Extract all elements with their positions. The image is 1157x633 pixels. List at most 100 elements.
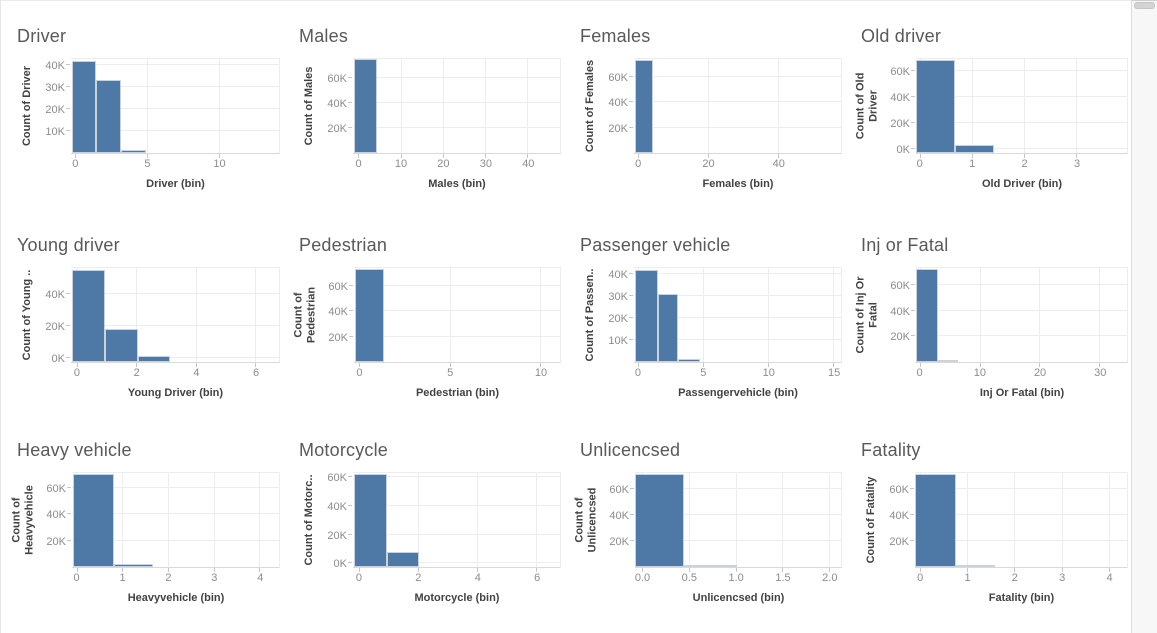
x-axis-title: Unlicencsed (bin) <box>692 592 785 604</box>
y-tick-mark <box>629 126 633 128</box>
gridline-vertical <box>768 268 770 362</box>
histogram-bar[interactable] <box>954 144 994 153</box>
histogram-bar[interactable] <box>937 360 959 362</box>
plot-area[interactable] <box>348 472 561 572</box>
plot-area[interactable] <box>911 58 1128 158</box>
x-tick-label: 4 <box>1106 572 1113 584</box>
gridline-vertical <box>735 473 737 567</box>
plot-area[interactable] <box>910 472 1128 572</box>
histogram-bar[interactable] <box>916 59 955 153</box>
x-tick-label: 0 <box>917 572 924 584</box>
y-tick-mark <box>629 294 633 296</box>
histogram-bar[interactable] <box>113 564 154 567</box>
gridline-horizontal <box>72 513 279 515</box>
y-axis-title: Count of Fatality <box>863 472 879 568</box>
plot-area[interactable] <box>629 267 842 367</box>
y-tick-label: 40K <box>327 501 347 514</box>
plot-area[interactable] <box>630 472 842 572</box>
gridline-horizontal <box>354 335 560 337</box>
chart-panel-fatality: Fatality Count of Fatality 20K 40K 60K 0 1 2 3 4 F… <box>845 420 1131 633</box>
gridline-vertical <box>449 268 451 362</box>
x-tick-label: 0 <box>635 158 642 170</box>
histogram-bar[interactable] <box>915 473 956 567</box>
x-tick-label: 3 <box>211 572 218 584</box>
plot-area[interactable] <box>349 267 561 367</box>
vertical-scrollbar[interactable] <box>1131 0 1157 633</box>
chart-body: Count of Inj Or Fatal 20K 40K 60K <box>845 267 1131 367</box>
y-tick-mark <box>66 85 70 87</box>
gridline-horizontal <box>72 539 279 541</box>
x-tick-mark <box>637 363 639 367</box>
y-tick-label: 20K <box>608 122 628 135</box>
x-tick-labels: 0 2 4 6 <box>71 363 280 380</box>
histogram-bar[interactable] <box>678 358 700 362</box>
chart-body: Count of Driver 10K 20K 30K 40K <box>1 58 283 158</box>
y-tick-mark <box>911 284 915 286</box>
x-tick-mark <box>76 363 78 367</box>
y-tick-mark <box>66 357 70 358</box>
histogram-bar[interactable] <box>387 551 420 567</box>
y-tick-label: 40K <box>45 289 65 301</box>
plot-area[interactable] <box>911 267 1128 367</box>
chart-body: Count of Old Driver 0K 20K 40K 60K <box>845 58 1131 158</box>
plot-area[interactable] <box>66 58 280 158</box>
y-axis-title-text: Count of Heavyvehicle <box>10 485 35 555</box>
gridline-horizontal <box>634 294 841 296</box>
gridline-vertical <box>259 473 261 567</box>
y-axis-title: Count of Driver <box>19 58 35 154</box>
x-tick-mark <box>76 568 78 572</box>
histogram-bar[interactable] <box>634 270 658 362</box>
y-tick-mark <box>66 293 70 294</box>
histogram-bar[interactable] <box>955 565 995 567</box>
histogram-bar[interactable] <box>353 473 388 567</box>
histogram-bar[interactable] <box>635 473 684 567</box>
plot-area[interactable] <box>348 58 561 158</box>
x-axis-title: Pedestrian (bin) <box>415 387 500 399</box>
x-tick-label: 4 <box>257 572 264 584</box>
chart-panel-passenger-vehicle: Passenger vehicle Count of Passen.. 10K 20K… <box>564 215 845 420</box>
x-tick-labels: 0.0 0.5 1.0 1.5 2.0 <box>635 568 842 585</box>
y-axis-title-text: Count of Pedestrian <box>292 286 317 344</box>
plot-area[interactable] <box>66 267 280 367</box>
y-tick-label: 20K <box>46 535 66 548</box>
scrollbar-thumb[interactable] <box>1134 2 1155 9</box>
gridline-horizontal <box>915 488 1127 490</box>
y-tick-mark <box>629 76 633 78</box>
plot-area[interactable] <box>629 58 842 158</box>
histogram-bar[interactable] <box>354 268 384 362</box>
histogram-bar[interactable] <box>72 61 96 153</box>
histogram-bar[interactable] <box>353 58 378 153</box>
y-tick-mark <box>910 488 914 490</box>
gridline-vertical <box>1076 59 1078 153</box>
plot-area[interactable] <box>67 472 280 572</box>
x-tick-label: 3 <box>1059 572 1066 584</box>
window-border-left <box>0 0 1 633</box>
y-tick-labels: 20K 40K 60K <box>599 472 635 568</box>
y-tick-label: 0K <box>51 353 65 365</box>
chart-title: Old driver <box>861 26 942 46</box>
gridline-vertical <box>702 268 704 362</box>
x-tick-label: 1.0 <box>728 572 744 584</box>
histogram-bar[interactable] <box>71 270 106 362</box>
histogram-bar[interactable] <box>683 565 738 567</box>
histogram-bar[interactable] <box>657 293 679 362</box>
histogram-bar[interactable] <box>105 329 138 362</box>
x-tick-label: 5 <box>144 158 151 170</box>
x-tick-label: 10 <box>762 367 775 379</box>
y-tick-label: 20K <box>608 312 628 325</box>
x-tick-label: 5 <box>447 367 454 379</box>
y-tick-labels: 0K 20K 40K 60K <box>317 472 353 570</box>
x-tick-mark <box>418 568 420 572</box>
x-tick-label: 30 <box>1094 367 1107 379</box>
histogram-bar[interactable] <box>916 268 938 362</box>
histogram-bar[interactable] <box>634 59 654 153</box>
histogram-bar[interactable] <box>95 80 121 153</box>
y-tick-label: 40K <box>608 97 628 110</box>
gridline-vertical <box>833 268 835 362</box>
histogram-bar[interactable] <box>137 355 170 362</box>
histogram-bar[interactable] <box>120 149 146 153</box>
gridline-horizontal <box>916 335 1127 337</box>
y-axis-title: Count of Unlicencsed <box>572 472 599 568</box>
histogram-bar[interactable] <box>72 474 114 567</box>
gridline-horizontal <box>353 533 560 535</box>
